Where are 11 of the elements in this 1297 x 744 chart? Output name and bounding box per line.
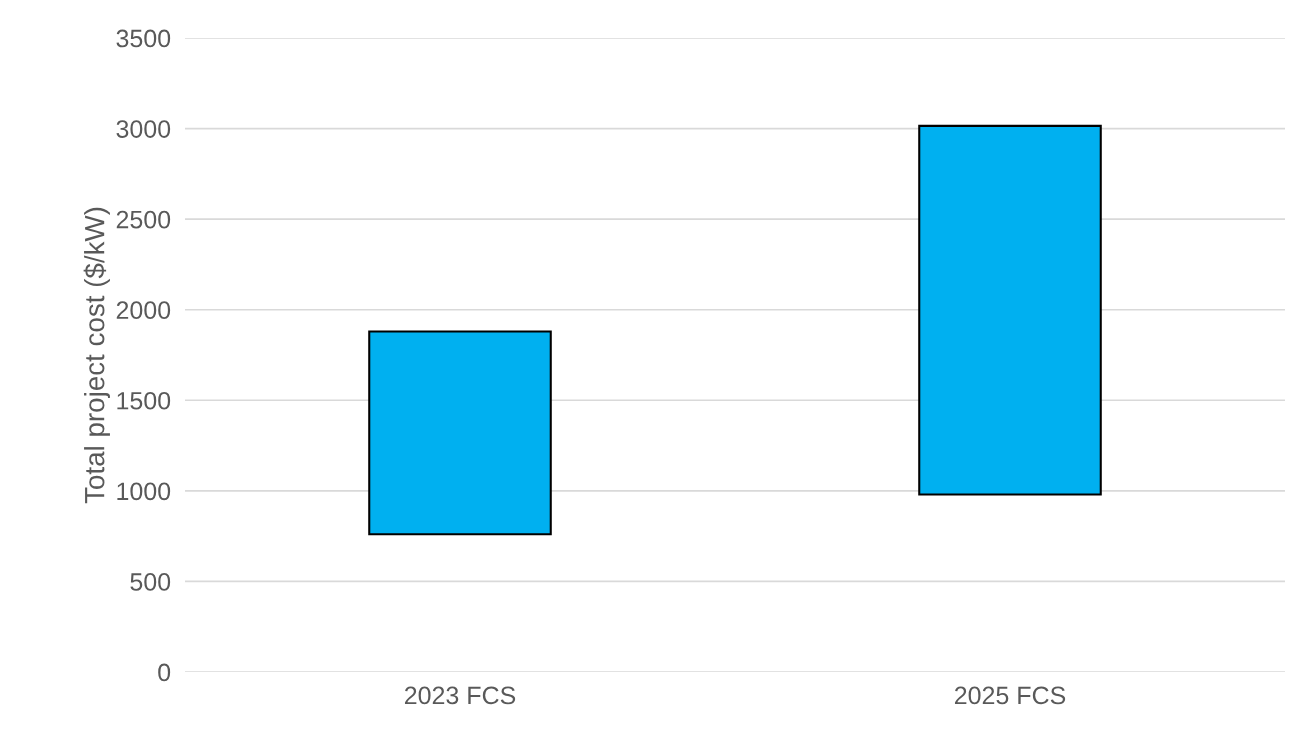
y-tick-label: 0 — [158, 663, 171, 682]
y-tick-label: 1500 — [117, 391, 171, 410]
x-tick-label: 2025 FCS — [954, 686, 1066, 705]
y-tick-label: 1000 — [117, 482, 171, 501]
y-tick-label: 2500 — [116, 210, 171, 229]
y-axis-title: Total project cost ($/kW) — [83, 207, 110, 504]
y-tick-label: 3000 — [116, 120, 171, 138]
y-tick-label: 500 — [130, 573, 171, 591]
y-tick-label: 3500 — [116, 29, 171, 48]
y-tick-label: 2000 — [116, 301, 171, 320]
x-tick-label: 2023 FCS — [404, 686, 516, 705]
